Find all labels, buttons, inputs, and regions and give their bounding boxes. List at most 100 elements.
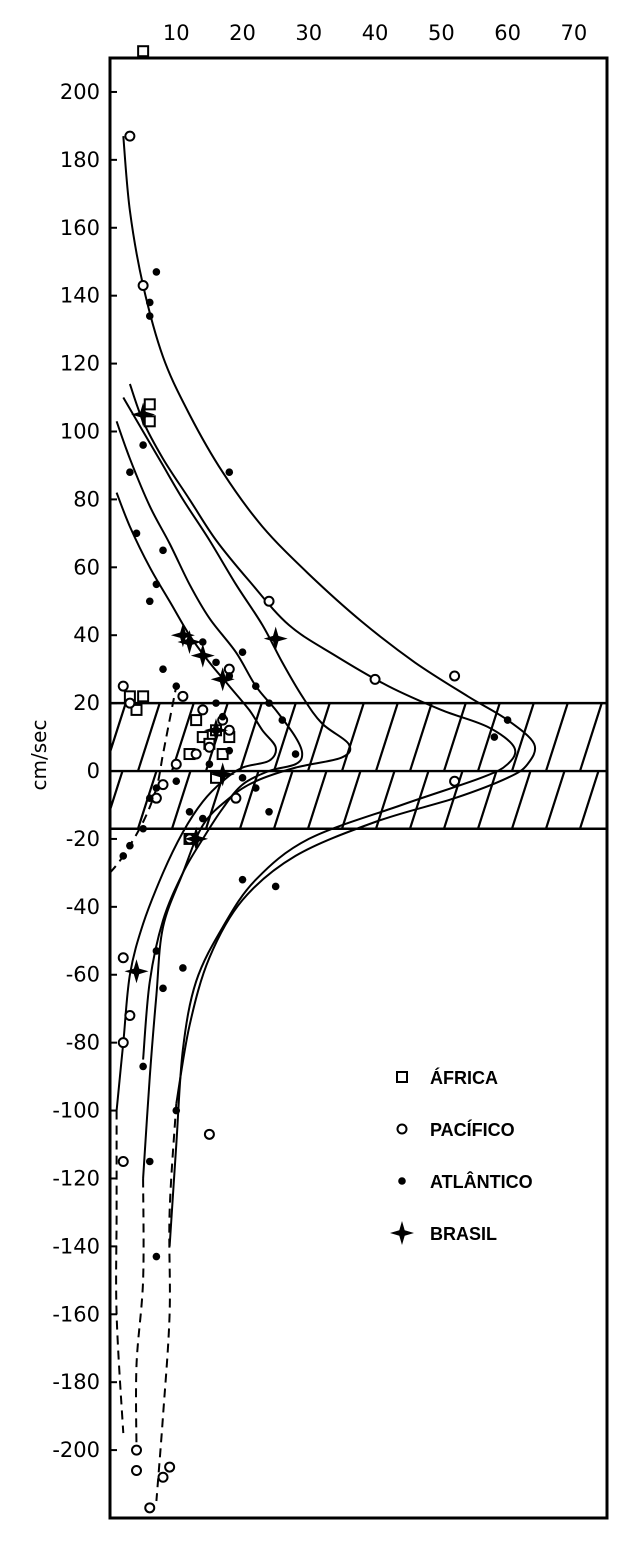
y-tick-label: 80 [73, 487, 100, 511]
filled-circle-point [172, 1106, 181, 1115]
filled-circle-point [152, 784, 161, 792]
y-tick-label: -40 [66, 895, 100, 919]
filled-circle-point [132, 529, 141, 538]
y-tick-label: 60 [73, 555, 100, 579]
legend-marker [390, 1221, 414, 1245]
star-point [210, 667, 235, 692]
y-tick-label: 200 [60, 80, 100, 104]
filled-circle-point [278, 716, 287, 724]
fit-curve [115, 492, 277, 1111]
hatch-line [110, 702, 127, 756]
hatch-line [510, 702, 535, 772]
open-circle-point [177, 690, 189, 702]
filled-circle-point [126, 841, 134, 850]
filled-circle-point [291, 750, 300, 758]
filled-circle-point [152, 580, 161, 589]
y-tick-label: -60 [66, 963, 100, 987]
filled-circle-point [251, 682, 260, 690]
filled-circle-point [145, 298, 154, 307]
open-circle-point [117, 1037, 129, 1049]
y-tick-label: 0 [87, 759, 100, 783]
plot-frame [108, 56, 609, 1520]
x-tick-label: 20 [229, 21, 256, 45]
y-tick-label: -80 [66, 1031, 100, 1055]
x-tick-layer: 10 20 30 40 50 60 70 [163, 21, 587, 45]
filled-circle-point [251, 784, 260, 792]
open-circle-point [144, 1502, 156, 1514]
hatch-line [272, 702, 297, 772]
y-tick-label: 100 [60, 419, 100, 443]
hatch-line [136, 702, 161, 772]
hatch-line [442, 702, 467, 772]
open-circle-point [449, 670, 461, 682]
hatch-line [614, 771, 632, 829]
y-tick-label: 20 [73, 691, 100, 715]
open-circle-point [449, 775, 461, 787]
star-point [210, 762, 235, 787]
filled-circle-point [126, 468, 134, 477]
y-tick-label: -200 [52, 1438, 100, 1462]
hatch-line [340, 702, 365, 772]
hatch-line [510, 770, 532, 830]
x-tick-label: 10 [163, 21, 190, 45]
filled-circle-point [145, 597, 154, 606]
filled-circle-point [205, 760, 214, 769]
y-tick-label: -160 [52, 1302, 100, 1326]
filled-circle-point [225, 746, 234, 755]
open-circle-point [263, 595, 275, 607]
fit-curve [122, 136, 537, 1104]
square-point [130, 703, 143, 716]
filled-circle-point [212, 699, 220, 707]
x-tick-label: 30 [295, 21, 322, 45]
filled-circle-point [152, 947, 161, 955]
filled-circle-point [198, 638, 207, 646]
open-circle-point [203, 741, 215, 753]
filled-circle-point [172, 682, 181, 690]
y-tick-label: 160 [60, 216, 100, 240]
filled-circle-point [152, 1252, 161, 1261]
star-point [170, 623, 195, 648]
legend-marker [396, 1071, 408, 1083]
hatch-line [272, 770, 294, 830]
hatch-line [614, 703, 636, 771]
fit-curve [122, 396, 352, 1179]
open-circle-point [117, 952, 129, 964]
filled-circle-point [145, 794, 154, 802]
star-point [263, 626, 288, 651]
x-tick-label: 70 [560, 21, 587, 45]
open-circle-point [190, 748, 202, 760]
open-circle-point [230, 792, 242, 804]
hatched-band-layer [110, 701, 636, 830]
filled-circle-point [238, 875, 247, 884]
filled-circle-point [145, 312, 154, 320]
point-layer [117, 45, 512, 1514]
open-circle-point [124, 130, 136, 142]
open-circle-point [157, 1471, 169, 1483]
open-circle-point [117, 680, 129, 692]
fit-curve [115, 1110, 125, 1434]
x-tick-label: 60 [494, 21, 521, 45]
hatch-line [306, 702, 331, 772]
hatch-line [408, 702, 433, 772]
filled-circle-point [503, 716, 512, 724]
legend-marker [396, 1123, 408, 1135]
open-circle-point [170, 758, 182, 770]
hatch-line [578, 770, 600, 830]
filled-circle-point [119, 852, 128, 860]
filled-circle-point [265, 699, 273, 707]
star-point [190, 643, 215, 668]
filled-circle-point [212, 658, 220, 667]
square-point [196, 731, 209, 744]
star-point [184, 826, 209, 851]
filled-circle-point [152, 268, 161, 276]
hatch-line [476, 770, 498, 830]
y-tick-label: 120 [60, 352, 100, 376]
x-tick-label: 40 [362, 21, 389, 45]
hatch-line [544, 702, 569, 772]
filled-circle-point [265, 807, 273, 816]
y-tick-label: -180 [52, 1370, 100, 1394]
square-point [143, 415, 156, 428]
open-circle-point [157, 779, 169, 791]
curve-layer [110, 136, 537, 1502]
